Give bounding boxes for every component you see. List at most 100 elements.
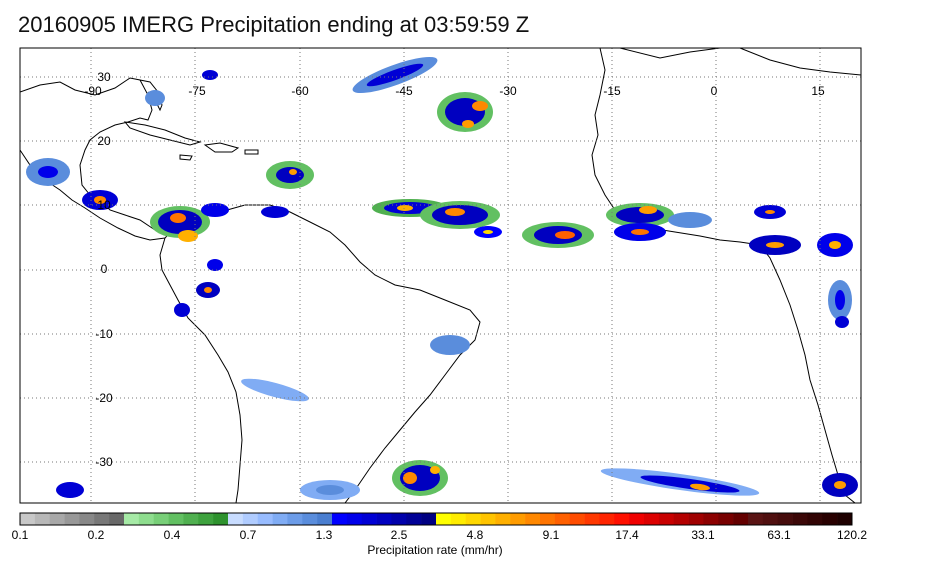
lon-label: -30	[499, 84, 517, 98]
colorbar-swatch	[228, 513, 244, 525]
colorbar-swatch	[198, 513, 214, 525]
colorbar-tick: 1.3	[315, 528, 333, 542]
colorbar-swatch	[837, 513, 853, 525]
colorbar-swatch	[49, 513, 65, 525]
coastline-south-america	[164, 204, 481, 503]
south-atlantic-rain	[56, 460, 858, 500]
coastline-jamaica	[179, 154, 193, 161]
colorbar-swatch	[20, 513, 36, 525]
colorbar-swatch	[807, 513, 823, 525]
lat-label: 10	[97, 198, 111, 212]
colorbar-swatch	[302, 513, 318, 525]
lon-label: -90	[84, 84, 102, 98]
colorbar-swatch	[94, 513, 110, 525]
map-frame	[19, 47, 862, 504]
colorbar-swatch	[138, 513, 155, 525]
colorbar-swatch	[792, 513, 808, 525]
lat-label: -20	[95, 391, 113, 405]
colorbar-swatch	[272, 513, 288, 525]
colorbar-swatch	[421, 513, 437, 525]
colorbar-swatch	[346, 513, 363, 525]
colorbar-swatch	[569, 513, 585, 525]
colorbar-tick: 2.5	[390, 528, 408, 542]
south-america-rain	[174, 259, 470, 402]
colorbar-swatch	[287, 513, 303, 525]
colorbar-tick: 17.4	[615, 528, 639, 542]
colorbar-swatch	[540, 513, 556, 525]
lat-label: 0	[101, 262, 108, 276]
colorbar-swatch	[317, 513, 333, 525]
lat-label: -10	[95, 327, 113, 341]
colorbar-swatch	[436, 513, 452, 525]
colorbar-tick: 63.1	[767, 528, 791, 542]
colorbar-tick: 4.8	[466, 528, 484, 542]
colorbar-swatch	[406, 513, 422, 525]
colorbar-swatch	[213, 513, 229, 525]
colorbar-ticks: 0.1 0.2 0.4 0.7 1.3 2.5 4.8 9.1 17.4 33.…	[0, 528, 944, 546]
colorbar-swatch	[762, 513, 779, 525]
colorbar-swatch	[168, 513, 184, 525]
coastline-puerto-rico	[244, 149, 259, 155]
colorbar-tick: 9.1	[542, 528, 560, 542]
colorbar-swatch	[599, 513, 615, 525]
colorbar-swatch	[153, 513, 169, 525]
lon-label: -45	[395, 84, 413, 98]
colorbar-swatch	[525, 513, 541, 525]
colorbar-swatch	[124, 513, 140, 525]
colorbar-swatch	[64, 513, 80, 525]
colorbar-tick: 0.4	[163, 528, 181, 542]
colorbar-swatch	[495, 513, 511, 525]
colorbar-tick: 0.7	[239, 528, 257, 542]
colorbar-swatch	[465, 513, 481, 525]
colorbar-swatch	[777, 513, 793, 525]
latitude-labels: 30 20 10 0 -10 -20 -30	[95, 70, 113, 469]
north-atlantic-rain	[145, 56, 493, 132]
colorbar-swatch	[376, 513, 392, 525]
precipitation-patches	[26, 56, 858, 500]
colorbar-swatch	[703, 513, 719, 525]
colorbar-swatch	[584, 513, 600, 525]
colorbar-swatch	[718, 513, 734, 525]
colorbar-swatch	[673, 513, 689, 525]
lat-label: -30	[95, 455, 113, 469]
central-america-rain	[26, 158, 314, 242]
colorbar-swatch	[257, 513, 273, 525]
colorbar-swatch	[644, 513, 660, 525]
coastline-africa-west	[591, 48, 761, 246]
coastline-gulf	[20, 77, 166, 236]
coastline-south-america-west	[159, 237, 243, 503]
graticule	[20, 48, 861, 503]
colorbar-tick: 33.1	[691, 528, 715, 542]
coastline-africa-north	[619, 48, 721, 59]
colorbar-swatch	[332, 513, 348, 525]
lon-label: 15	[811, 84, 825, 98]
colorbar-swatch	[554, 513, 571, 525]
coastline-europe	[739, 48, 861, 76]
colorbar-swatch	[822, 513, 838, 525]
colorbar-tick: 120.2	[836, 528, 868, 542]
lat-label: 20	[97, 134, 111, 148]
lon-label: -75	[188, 84, 206, 98]
colorbar-swatch	[450, 513, 467, 525]
coastline-cuba	[123, 121, 202, 146]
colorbar-swatch	[183, 513, 199, 525]
colorbar-swatch	[109, 513, 125, 525]
colorbar-swatch	[510, 513, 526, 525]
colorbar-tick: 0.2	[87, 528, 105, 542]
colorbar-swatch	[34, 513, 51, 525]
colorbar-label: Precipitation rate (mm/hr)	[367, 543, 503, 557]
longitude-labels: -90 -75 -60 -45 -30 -15 0 15	[84, 84, 825, 98]
colorbar-tick: 0.1	[11, 528, 29, 542]
lon-label: 0	[711, 84, 718, 98]
colorbar-swatch	[748, 513, 764, 525]
colorbar-swatch	[79, 513, 95, 525]
lon-label: -60	[291, 84, 309, 98]
colorbar-swatch	[733, 513, 749, 525]
colorbar-swatch	[361, 513, 377, 525]
colorbar-swatch	[614, 513, 630, 525]
colorbar-swatch	[658, 513, 675, 525]
lat-label: 30	[97, 70, 111, 84]
colorbar-swatch	[629, 513, 645, 525]
colorbar-swatch	[242, 513, 259, 525]
